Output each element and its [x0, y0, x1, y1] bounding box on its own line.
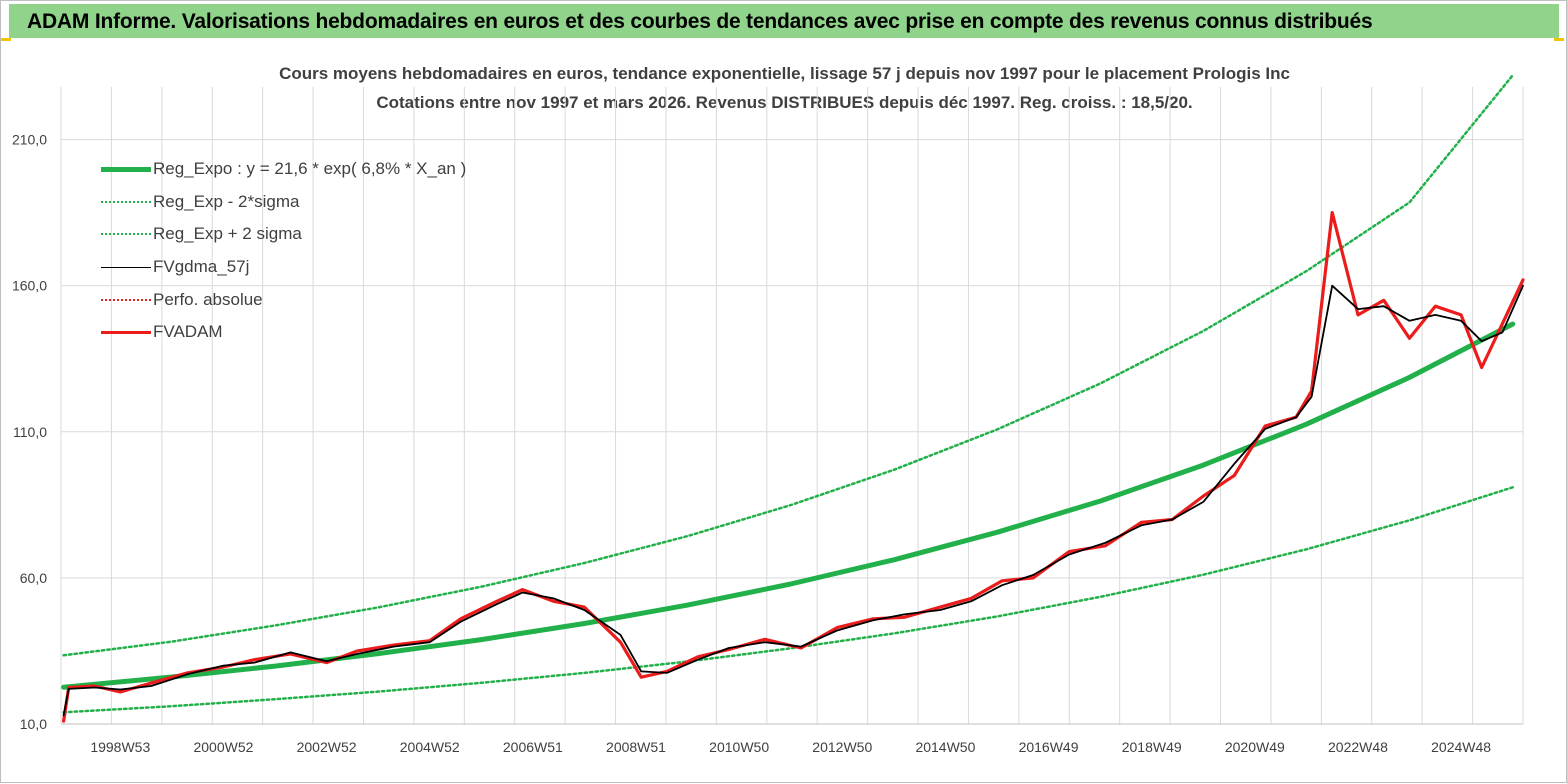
x-tick-label: 2014W50: [915, 739, 975, 755]
legend-label: Reg_Exp + 2 sigma: [153, 224, 302, 244]
x-tick-label: 2002W52: [297, 739, 357, 755]
x-tick-label: 2012W50: [812, 739, 872, 755]
legend-swatch: [101, 233, 151, 236]
chart-legend: Reg_Expo : y = 21,6 * exp( 6,8% * X_an )…: [101, 153, 466, 349]
legend-label: Perfo. absolue: [153, 289, 263, 309]
legend-swatch: [101, 166, 151, 172]
legend-swatch: [101, 330, 151, 334]
legend-label: Reg_Exp - 2*sigma: [153, 191, 300, 211]
chart-subtitle: Cotations entre nov 1997 et mars 2026. R…: [376, 93, 1193, 112]
legend-swatch: [101, 298, 151, 301]
x-tick-label: 2000W52: [193, 739, 253, 755]
corner-marker-left: [1, 38, 11, 41]
x-tick-label: 2008W51: [606, 739, 666, 755]
legend-swatch: [101, 266, 151, 268]
corner-marker-right: [1554, 38, 1564, 41]
y-tick-label: 210,0: [12, 132, 47, 148]
series-line-1: [62, 486, 1514, 714]
legend-label: FVADAM: [153, 322, 223, 342]
report-banner: ADAM Informe. Valorisations hebdomadaire…: [9, 4, 1559, 38]
legend-item: Reg_Exp + 2 sigma: [101, 218, 466, 251]
legend-item: FVADAM: [101, 316, 466, 349]
legend-label: FVgdma_57j: [153, 257, 250, 277]
chart-title: Cours moyens hebdomadaires en euros, ten…: [279, 64, 1290, 83]
legend-item: Perfo. absolue: [101, 283, 466, 316]
x-tick-label: 2018W49: [1122, 739, 1182, 755]
legend-item: Reg_Expo : y = 21,6 * exp( 6,8% * X_an ): [101, 153, 466, 186]
y-tick-label: 160,0: [12, 278, 47, 294]
series-line-3: [62, 284, 1524, 717]
x-tick-label: 2006W51: [503, 739, 563, 755]
y-tick-label: 110,0: [13, 424, 47, 440]
x-tick-label: 2022W48: [1328, 739, 1388, 755]
legend-label: Reg_Expo : y = 21,6 * exp( 6,8% * X_an ): [153, 159, 467, 179]
series-line-0: [61, 321, 1516, 690]
x-tick-label: 2010W50: [709, 739, 769, 755]
x-tick-label: 1998W53: [90, 739, 150, 755]
report-title: ADAM Informe. Valorisations hebdomadaire…: [27, 10, 1373, 33]
legend-swatch: [101, 200, 151, 203]
x-tick-label: 2004W52: [400, 739, 460, 755]
legend-item: FVgdma_57j: [101, 251, 466, 284]
x-tick-label: 2020W49: [1225, 739, 1285, 755]
x-tick-label: 2016W49: [1019, 739, 1079, 755]
legend-item: Reg_Exp - 2*sigma: [101, 186, 466, 219]
series-line-2: [62, 74, 1514, 657]
x-tick-label: 2024W48: [1431, 739, 1491, 755]
y-tick-label: 10,0: [20, 716, 47, 732]
y-tick-label: 60,0: [20, 570, 47, 586]
